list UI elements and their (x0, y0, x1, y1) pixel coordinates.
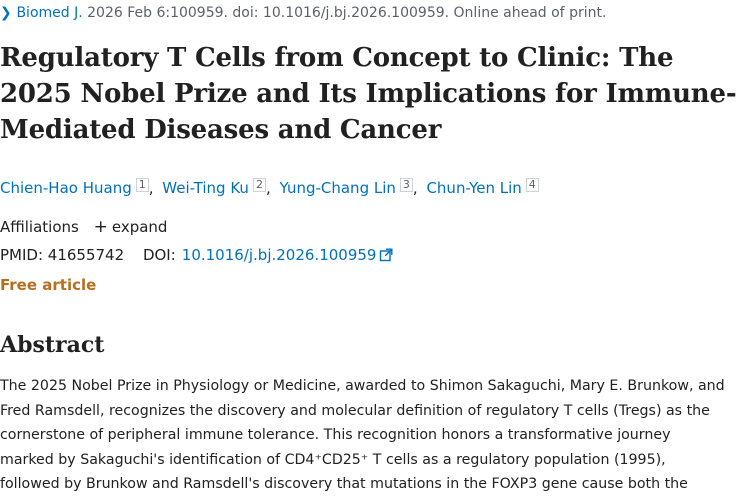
article-title: Regulatory T Cells from Concept to Clini… (0, 43, 737, 145)
plus-icon: + (93, 217, 108, 237)
doi-link[interactable]: 10.1016/j.bj.2026.100959 (181, 246, 377, 264)
doi-label: DOI: (142, 246, 176, 264)
expand-label: expand (111, 218, 168, 236)
free-article-label: Free article (0, 276, 97, 294)
pmid-label: PMID: (0, 246, 44, 264)
abstract-line: cornerstone of peripheral immune toleran… (0, 427, 671, 443)
author-link[interactable]: Chun-Yen Lin (426, 179, 522, 197)
expand-affiliations-button[interactable]: + expand (93, 217, 168, 237)
author-separator: , (265, 179, 271, 197)
authors-list: Chien-Hao Huang 1, Wei-Ting Ku 2, Yung-Cha… (0, 178, 539, 198)
author-link[interactable]: Chien-Hao Huang (0, 179, 132, 197)
affiliation-number[interactable]: 3 (399, 178, 413, 192)
author-separator: , (148, 179, 154, 197)
abstract-text: The 2025 Nobel Prize in Physiology or Me… (0, 374, 750, 497)
journal-link[interactable]: Biomed J. (16, 5, 83, 21)
pmid-value: 41655742 (47, 246, 125, 264)
abstract-line: Fred Ramsdell, recognizes the discovery … (0, 402, 710, 419)
author-link[interactable]: Wei-Ting Ku (162, 179, 249, 197)
affiliation-number[interactable]: 2 (252, 178, 266, 192)
author-separator: , (412, 179, 418, 197)
citation-line: ❯ Biomed J. 2026 Feb 6:100959. doi: 10.1… (0, 4, 606, 22)
abstract-heading: Abstract (0, 332, 105, 358)
external-link-icon[interactable] (379, 248, 393, 262)
abstract-line: marked by Sakaguchi's identification of … (0, 451, 666, 468)
affiliations-label: Affiliations (0, 218, 79, 236)
abstract-line: followed by Brunkow and Ramsdell's disco… (0, 476, 688, 492)
author-link[interactable]: Yung-Chang Lin (279, 179, 396, 197)
affiliations-row: Affiliations + expand (0, 217, 167, 237)
abstract-line: The 2025 Nobel Prize in Physiology or Me… (0, 378, 725, 394)
chevron-right-icon[interactable]: ❯ (0, 5, 12, 21)
affiliation-number[interactable]: 1 (135, 178, 149, 192)
affiliation-number[interactable]: 4 (525, 178, 539, 192)
identifiers-row: PMID: 41655742 DOI: 10.1016/j.bj.2026.100… (0, 245, 393, 265)
citation-details: 2026 Feb 6:100959. doi: 10.1016/j.bj.202… (82, 5, 607, 21)
